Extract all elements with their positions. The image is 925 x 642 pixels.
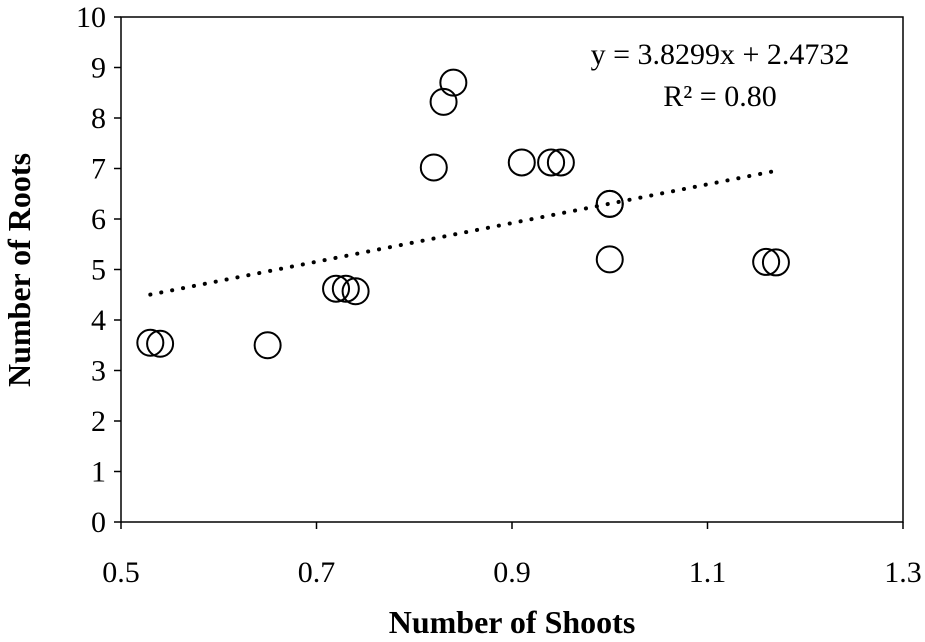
y-tick-label: 5 (91, 254, 106, 287)
x-tick-labels: 0.5 0.7 0.9 1.1 1.3 (102, 556, 922, 589)
x-tick-label: 0.7 (298, 556, 336, 589)
data-point (595, 189, 624, 218)
y-tick-label: 6 (91, 203, 106, 236)
data-point (752, 247, 781, 276)
data-point (253, 331, 282, 360)
y-tick-label: 4 (91, 304, 106, 337)
y-axis-title: Number of Roots (1, 153, 37, 387)
x-axis-title: Number of Shoots (389, 604, 636, 640)
y-tick-label: 2 (91, 405, 106, 438)
y-tick-label: 0 (91, 506, 106, 539)
axis-ticks (114, 16, 904, 529)
data-point (761, 248, 790, 277)
data-point (439, 68, 468, 97)
y-tick-labels: 0 1 2 3 4 5 6 7 8 9 10 (76, 1, 106, 539)
data-point (136, 328, 165, 357)
data-point (146, 329, 175, 358)
trendline-group (148, 168, 778, 297)
trendline (148, 168, 778, 297)
x-tick-label: 0.9 (493, 556, 531, 589)
data-point (507, 148, 536, 177)
y-tick-label: 8 (91, 102, 106, 135)
data-point (546, 148, 575, 177)
data-points (136, 68, 790, 360)
data-point (322, 274, 351, 303)
y-tick-label: 3 (91, 355, 106, 388)
trendline-equation: y = 3.8299x + 2.4732 (591, 38, 850, 71)
data-point (419, 153, 448, 182)
y-tick-label: 7 (91, 153, 106, 186)
data-point (537, 148, 566, 177)
x-tick-label: 1.1 (689, 556, 727, 589)
y-tick-label: 10 (76, 1, 106, 34)
data-point (331, 274, 360, 303)
data-point (429, 87, 458, 116)
data-point (595, 245, 624, 274)
r-squared-label: R² = 0.80 (663, 80, 776, 113)
x-tick-label: 0.5 (102, 556, 140, 589)
y-tick-label: 1 (91, 456, 106, 489)
y-tick-label: 9 (91, 52, 106, 85)
data-point (341, 277, 370, 306)
x-tick-label: 1.3 (884, 556, 922, 589)
